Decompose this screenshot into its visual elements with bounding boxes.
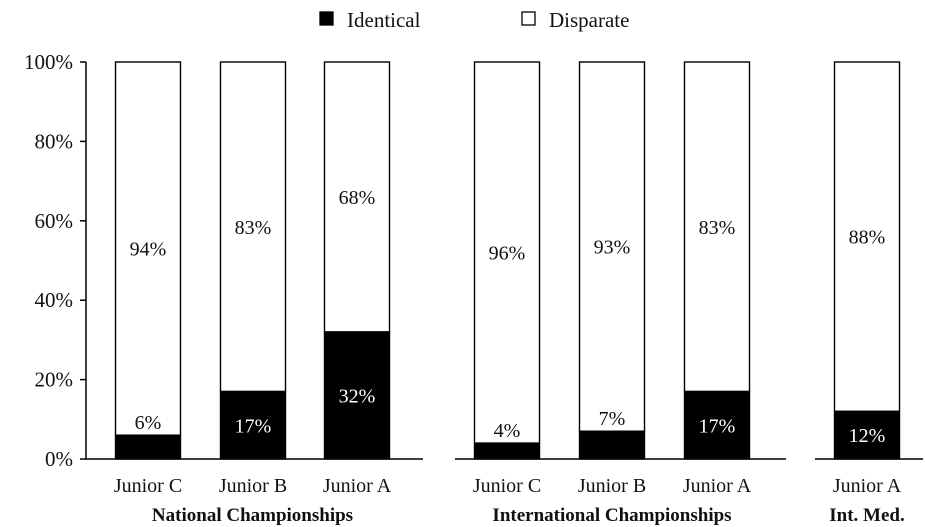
data-label-identical: 17% — [699, 415, 736, 437]
data-label-identical: 17% — [235, 415, 272, 437]
bar-identical — [578, 430, 646, 460]
category-label: Junior A — [833, 475, 902, 497]
bar-disparate — [833, 61, 901, 413]
data-label-identical: 32% — [339, 385, 376, 407]
data-label-disparate: 94% — [130, 239, 167, 261]
bar-identical — [219, 390, 287, 460]
legend-label-disparate: Disparate — [549, 8, 629, 32]
data-label-disparate: 96% — [489, 243, 526, 265]
data-label-identical: 6% — [135, 412, 162, 434]
bar-identical — [833, 410, 901, 460]
group-label: National Championships — [152, 505, 353, 526]
bar-identical — [323, 331, 391, 460]
y-axis: 0% 20% 40% 60% 80% 100% — [24, 50, 87, 471]
legend-label-identical: Identical — [347, 8, 421, 32]
bar-identical — [473, 442, 541, 460]
category-label: Junior B — [219, 475, 287, 497]
category-label: Junior B — [578, 475, 646, 497]
data-label-disparate: 93% — [594, 237, 631, 259]
bar-disparate — [578, 61, 646, 432]
data-label-identical: 12% — [849, 425, 886, 447]
y-tick-label: 40% — [35, 288, 74, 312]
y-tick-label: 60% — [35, 209, 74, 233]
data-label-identical: 7% — [599, 408, 626, 430]
group-label: International Championships — [492, 505, 731, 526]
legend-swatch-identical — [319, 11, 334, 26]
bar-disparate — [473, 61, 541, 444]
data-label-disparate: 88% — [849, 227, 886, 249]
legend: Identical Disparate — [319, 8, 629, 32]
y-tick-label: 20% — [35, 368, 74, 392]
legend-swatch-disparate — [521, 11, 536, 26]
panel-1: 94% 6% Junior C 83% 17% Junior B 68% 32% Junior … — [85, 61, 423, 526]
data-label-disparate: 83% — [699, 217, 736, 239]
data-label-identical: 4% — [494, 420, 521, 442]
y-tick-label: 80% — [35, 129, 74, 153]
bar-identical — [114, 434, 182, 460]
panel-2: 96% 4% Junior C 93% 7% Junior B 83% 17% Junior A… — [455, 61, 786, 526]
category-label: Junior A — [323, 475, 392, 497]
panel-3: 88% 12% Junior A Int. Med. — [815, 61, 923, 526]
data-label-disparate: 83% — [235, 217, 272, 239]
bar-disparate — [219, 61, 287, 393]
y-tick-label: 100% — [24, 50, 73, 74]
bar-disparate — [323, 61, 391, 333]
chart-panels: 94% 6% Junior C 83% 17% Junior B 68% 32% Junior … — [85, 61, 923, 526]
y-tick-label: 0% — [45, 447, 73, 471]
bar-disparate — [683, 61, 751, 393]
data-label-disparate: 68% — [339, 187, 376, 209]
group-label: Int. Med. — [829, 505, 904, 526]
category-label: Junior C — [473, 475, 541, 497]
category-label: Junior C — [114, 475, 182, 497]
category-label: Junior A — [683, 475, 752, 497]
